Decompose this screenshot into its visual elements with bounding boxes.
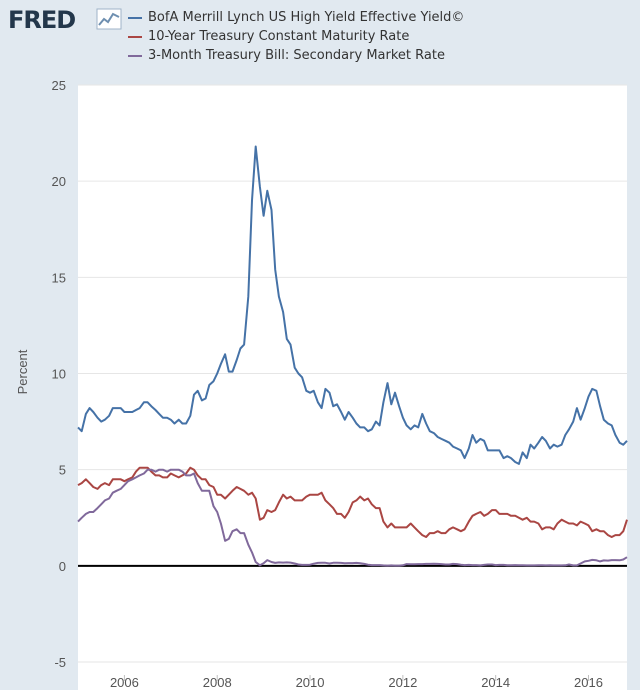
y-tick-label: 0 bbox=[59, 559, 66, 574]
x-tick-label: 2006 bbox=[110, 675, 139, 690]
x-tick-label: 2010 bbox=[296, 675, 325, 690]
plot-background bbox=[78, 85, 627, 690]
line-chart: -5 0 5 10 15 20 25 2006 2008 2010 2012 2014 2016 Per… bbox=[0, 72, 640, 690]
legend-swatch bbox=[128, 54, 142, 57]
y-tick-label: 10 bbox=[52, 367, 66, 382]
legend-label: 3-Month Treasury Bill: Secondary Market … bbox=[148, 48, 445, 63]
x-tick-label: 2016 bbox=[574, 675, 603, 690]
y-tick-label: 20 bbox=[52, 174, 66, 189]
legend-item-10-year[interactable]: 10-Year Treasury Constant Maturity Rate bbox=[128, 27, 464, 46]
series-lines bbox=[77, 145, 628, 567]
x-tick-label: 2014 bbox=[481, 675, 510, 690]
header: FRED BofA Merrill Lynch US High Yield Ef… bbox=[0, 0, 640, 72]
x-tick-label: 2008 bbox=[203, 675, 232, 690]
trend-chart-icon bbox=[96, 8, 122, 30]
y-tick-label: 25 bbox=[52, 78, 66, 93]
chart-legend: BofA Merrill Lynch US High Yield Effecti… bbox=[128, 8, 464, 65]
x-tick-label: 2012 bbox=[388, 675, 417, 690]
fred-logo[interactable]: FRED bbox=[8, 6, 76, 34]
legend-item-high-yield[interactable]: BofA Merrill Lynch US High Yield Effecti… bbox=[128, 8, 464, 27]
y-axis-title: Percent bbox=[15, 349, 30, 394]
legend-swatch bbox=[128, 35, 142, 38]
legend-item-3-month[interactable]: 3-Month Treasury Bill: Secondary Market … bbox=[128, 46, 464, 65]
chart-svg: -5 0 5 10 15 20 25 2006 2008 2010 2012 2014 2016 Per… bbox=[15, 78, 628, 690]
tick-labels: -5 0 5 10 15 20 25 2006 2008 2010 2012 2014 2016 bbox=[52, 78, 603, 690]
series-line-1[interactable] bbox=[77, 466, 628, 538]
series-line-2[interactable] bbox=[77, 468, 628, 567]
y-tick-label: 15 bbox=[52, 270, 66, 285]
legend-label: 10-Year Treasury Constant Maturity Rate bbox=[148, 29, 410, 44]
y-tick-label: -5 bbox=[54, 655, 66, 670]
legend-label: BofA Merrill Lynch US High Yield Effecti… bbox=[148, 10, 465, 25]
y-tick-label: 5 bbox=[59, 463, 66, 478]
legend-swatch bbox=[128, 16, 142, 19]
series-line-0[interactable] bbox=[77, 145, 628, 465]
